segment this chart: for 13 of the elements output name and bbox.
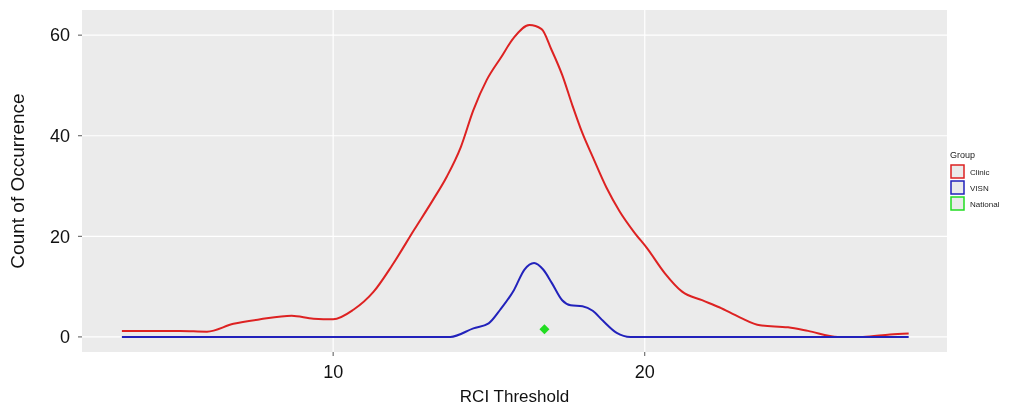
x-tick-label: 10	[323, 362, 344, 382]
y-tick-label: 60	[49, 25, 70, 46]
y-tick-label: 40	[49, 126, 70, 147]
legend-label: VISN	[970, 184, 989, 193]
y-axis-title: Count of Occurrence	[7, 93, 28, 269]
line-series	[120, 24, 910, 338]
y-tick-label: 20	[49, 226, 70, 247]
legend-label: Clinic	[970, 168, 990, 177]
y-tick-label: 0	[59, 327, 70, 348]
legend-title: Group	[950, 150, 976, 160]
legend-label: National	[970, 200, 1000, 209]
x-axis-title: RCI Threshold	[459, 387, 570, 406]
line-series	[120, 261, 910, 338]
